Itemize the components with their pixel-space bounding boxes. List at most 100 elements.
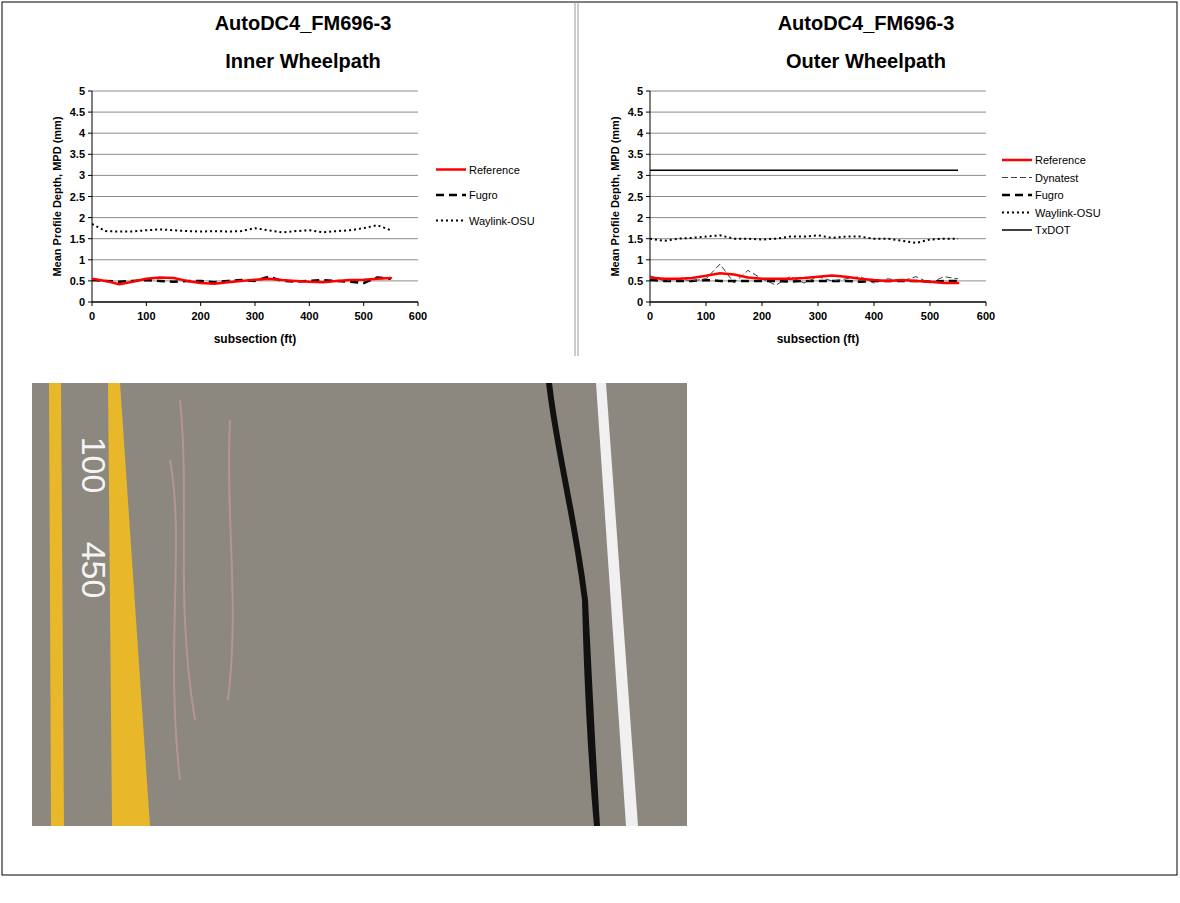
- series-line: [650, 235, 958, 243]
- legend-swatch: [1002, 212, 1032, 214]
- y-tick: [646, 91, 650, 92]
- grid-line: [92, 238, 418, 239]
- pavement-tone: [32, 383, 687, 826]
- y-tick-label: 3.5: [628, 148, 643, 160]
- y-tick-label: 0.5: [70, 275, 85, 287]
- y-tick-label: 4.5: [70, 106, 85, 118]
- x-tick-label: 600: [409, 310, 427, 322]
- separator: [578, 2, 579, 356]
- y-tick-label: 0: [79, 296, 85, 308]
- separator: [575, 2, 576, 356]
- y-tick: [646, 133, 650, 134]
- grid-line: [92, 217, 418, 218]
- legend-swatch: [1002, 194, 1032, 197]
- y-tick-label: 5: [79, 85, 85, 97]
- series-line: [92, 224, 391, 232]
- x-tick: [706, 302, 707, 306]
- y-tick-label: 4: [79, 127, 86, 139]
- x-tick-label: 600: [977, 310, 995, 322]
- y-tick-label: 1: [79, 254, 85, 266]
- crack-seal: [546, 383, 600, 826]
- x-tick: [146, 302, 147, 306]
- photo: 100 450: [32, 383, 687, 826]
- y-tick: [646, 238, 650, 239]
- legend-swatch: [436, 168, 466, 171]
- grid-line: [650, 154, 986, 155]
- painted-label: 100: [75, 437, 113, 494]
- series-line: [650, 170, 958, 172]
- title: AutoDC4_FM696-3: [778, 12, 955, 34]
- white-line: [596, 383, 638, 826]
- y-tick-label: 2.5: [628, 191, 643, 203]
- y-tick-label: 3.5: [70, 148, 85, 160]
- x-tick: [255, 302, 256, 306]
- x-tick-label: 500: [921, 310, 939, 322]
- legend-label: Waylink-OSU: [1035, 207, 1101, 219]
- page: AutoDC4_FM696-3Inner Wheelpath00.511.522…: [0, 0, 1180, 903]
- x-tick-label: 200: [191, 310, 209, 322]
- photo-content: [32, 383, 687, 826]
- y-tick: [646, 280, 650, 281]
- y-axis: [650, 91, 651, 302]
- legend-label: Dynatest: [1035, 172, 1078, 184]
- x-tick: [874, 302, 875, 306]
- y-axis: [92, 91, 93, 302]
- subtitle: Inner Wheelpath: [225, 50, 381, 72]
- y-tick: [88, 112, 92, 113]
- y-tick: [646, 259, 650, 260]
- y-tick: [88, 238, 92, 239]
- y-tick: [88, 259, 92, 260]
- chart: AutoDC4_FM696-3Outer Wheelpath00.511.522…: [609, 12, 1101, 346]
- y-tick: [646, 154, 650, 155]
- x-axis-title: subsection (ft): [777, 332, 860, 346]
- legend-label: TxDOT: [1035, 224, 1071, 236]
- grid-line: [650, 112, 986, 113]
- y-tick-label: 1: [637, 254, 643, 266]
- grid-line: [92, 133, 418, 134]
- chalk-marks: [170, 400, 233, 780]
- y-tick-label: 3: [637, 169, 643, 181]
- x-tick: [762, 302, 763, 306]
- grid-line: [92, 259, 418, 260]
- legend-swatch: [1002, 159, 1032, 162]
- legend-label: Fugro: [469, 189, 498, 201]
- y-tick: [88, 133, 92, 134]
- x-tick: [309, 302, 310, 306]
- painted-label: 450: [75, 542, 113, 599]
- subtitle: Outer Wheelpath: [786, 50, 946, 72]
- y-tick-label: 4.5: [628, 106, 643, 118]
- y-tick: [88, 280, 92, 281]
- x-tick: [986, 302, 987, 306]
- x-tick-label: 0: [647, 310, 653, 322]
- y-tick-label: 1.5: [70, 233, 85, 245]
- x-tick: [92, 302, 93, 306]
- y-tick: [88, 217, 92, 218]
- y-tick-label: 2.5: [70, 191, 85, 203]
- y-tick: [646, 175, 650, 176]
- yellow-line: [49, 383, 64, 826]
- legend-label: Reference: [469, 164, 520, 176]
- y-axis-title: Mean Profile Depth, MPD (mm): [609, 116, 621, 276]
- grid-line: [92, 175, 418, 176]
- grid-line: [650, 196, 986, 197]
- x-tick: [363, 302, 364, 306]
- x-tick: [418, 302, 419, 306]
- chart: AutoDC4_FM696-3Inner Wheelpath00.511.522…: [51, 12, 535, 346]
- grid-line: [650, 91, 986, 92]
- plot-area: [92, 224, 391, 284]
- y-tick: [88, 154, 92, 155]
- legend-swatch: [436, 220, 466, 222]
- legend-swatch: [1002, 177, 1032, 178]
- grid-line: [92, 91, 418, 92]
- x-tick: [930, 302, 931, 306]
- y-tick: [646, 196, 650, 197]
- pavement: [32, 383, 687, 826]
- legend-label: Waylink-OSU: [469, 215, 535, 227]
- grid-line: [92, 154, 418, 155]
- x-tick-label: 100: [697, 310, 715, 322]
- grid-line: [650, 259, 986, 260]
- series-line: [92, 278, 391, 285]
- x-axis-title: subsection (ft): [214, 332, 297, 346]
- x-tick-label: 300: [246, 310, 264, 322]
- x-tick-label: 100: [137, 310, 155, 322]
